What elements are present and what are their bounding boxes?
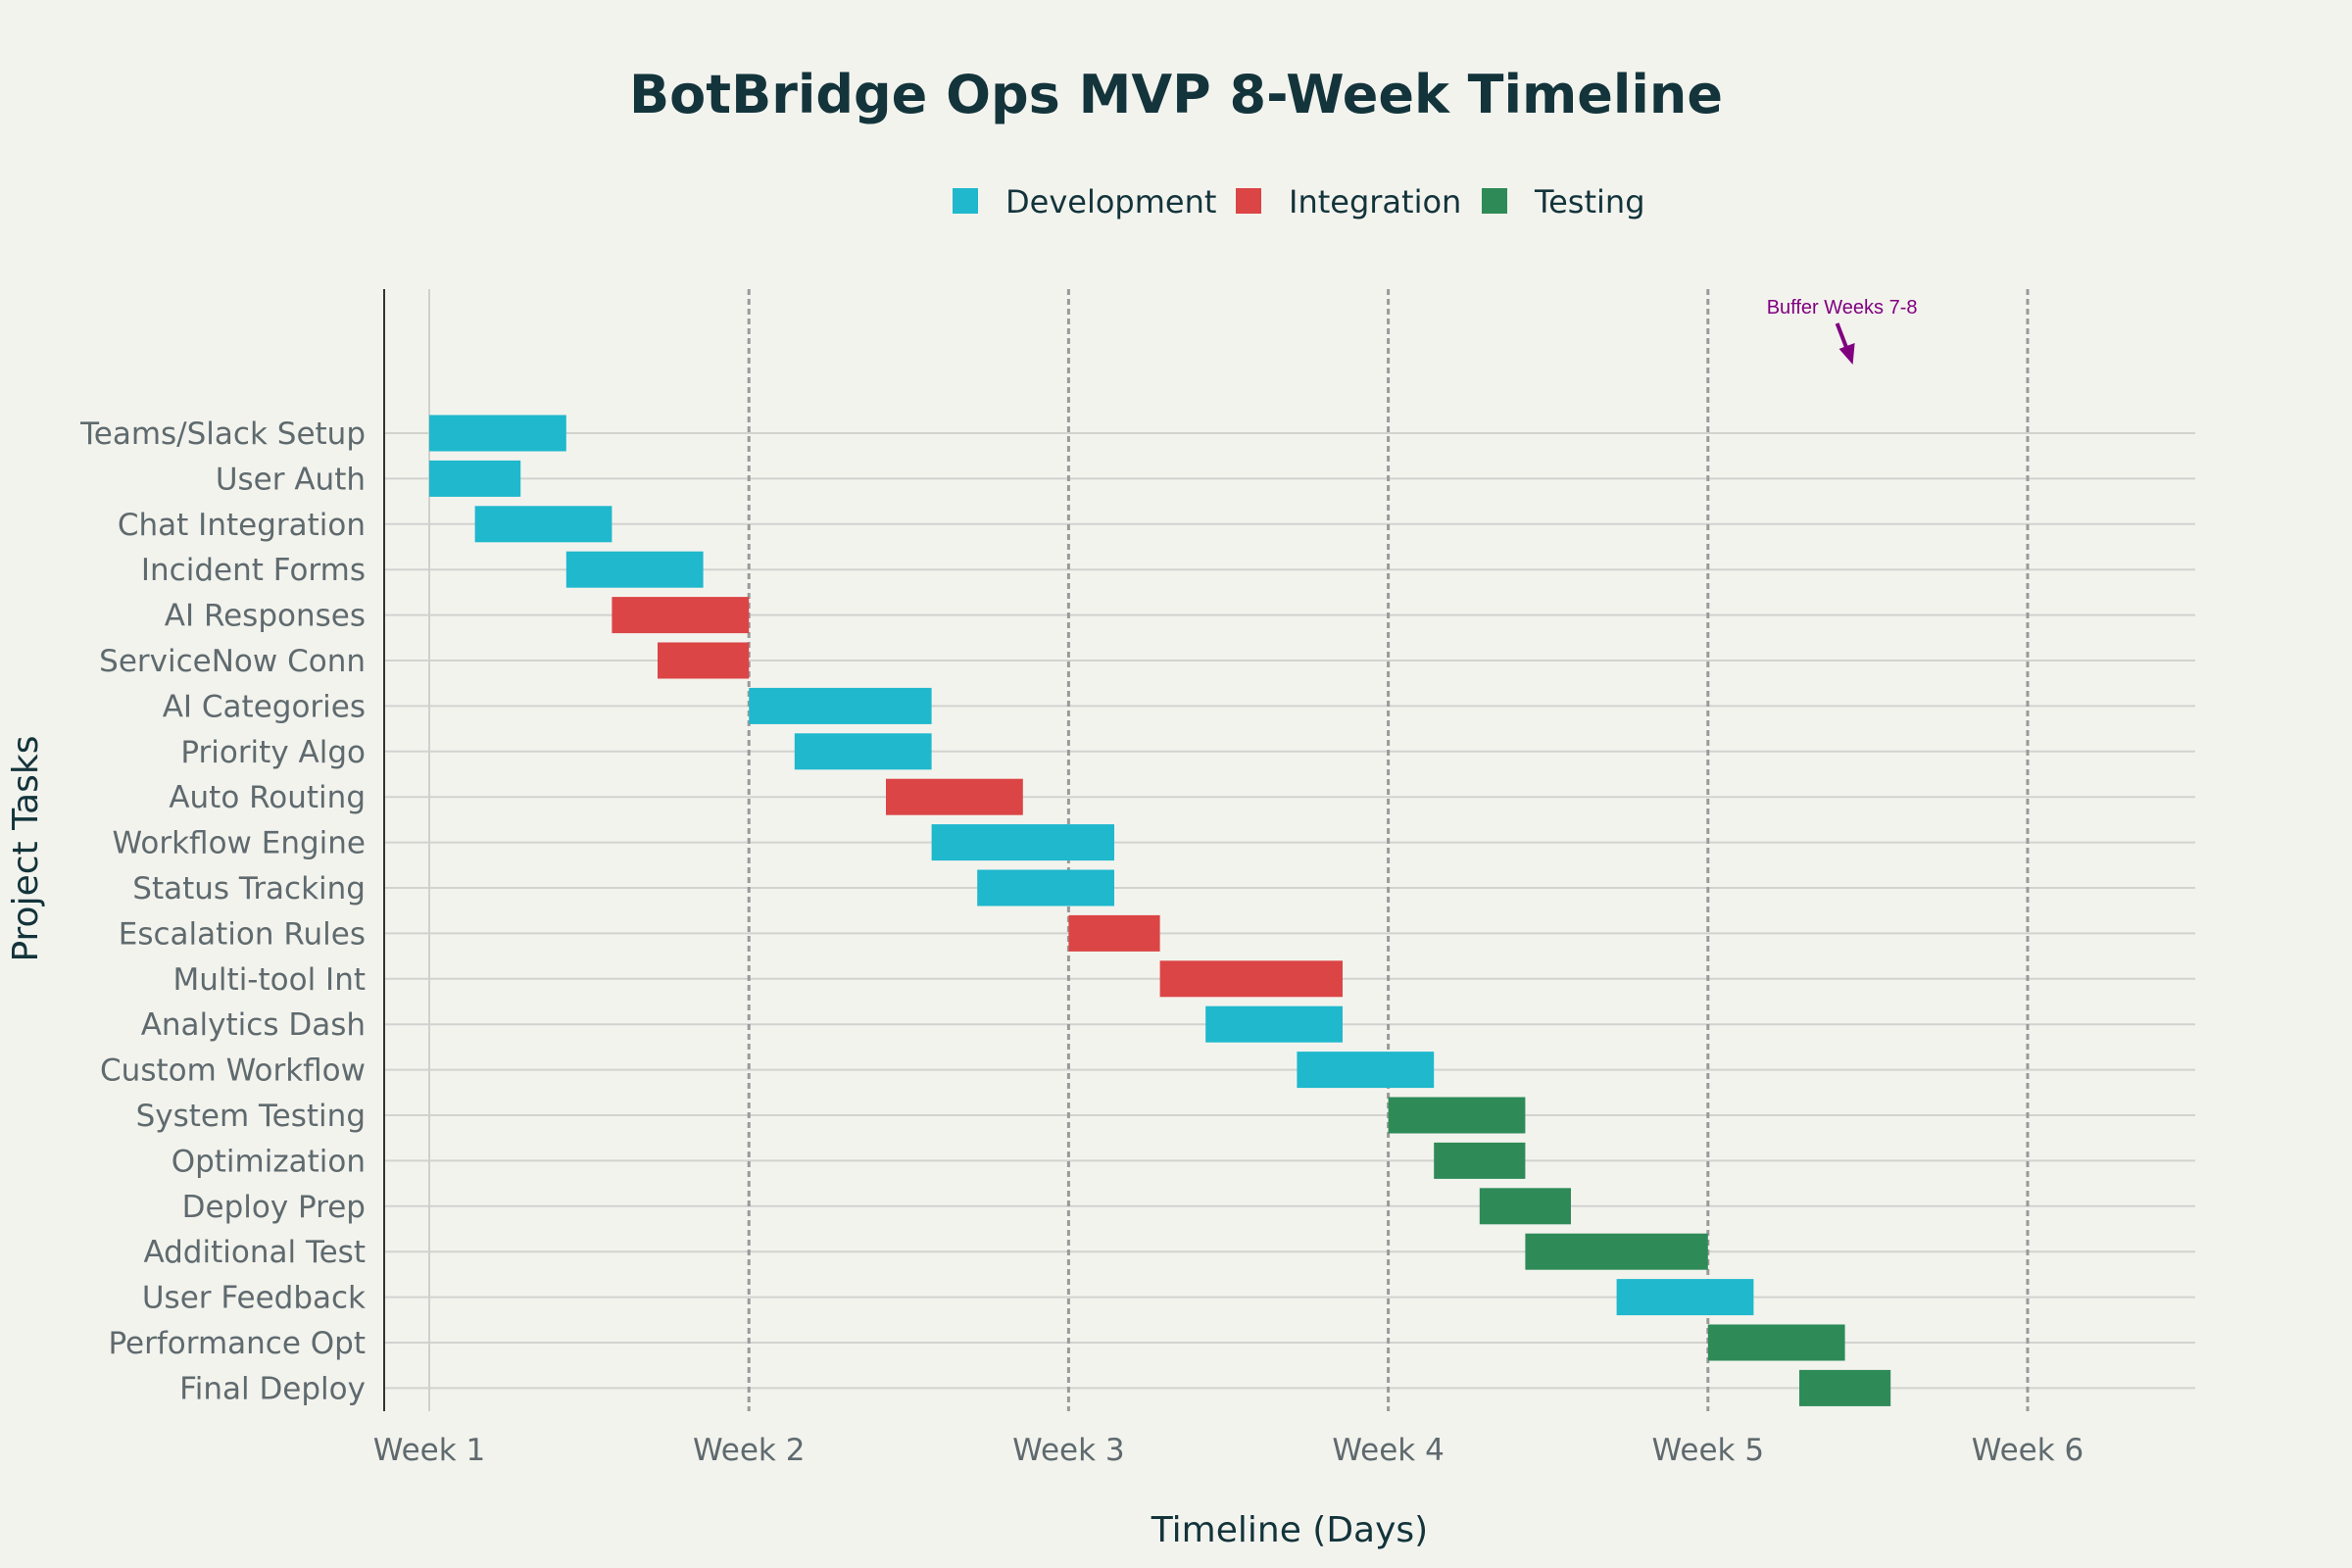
task-bar: [977, 869, 1114, 906]
task-bar: [612, 597, 750, 634]
task-bar: [1159, 960, 1343, 998]
y-tick-label: System Testing: [136, 1099, 366, 1134]
x-tick-label: Week 6: [1972, 1433, 2084, 1468]
task-bar: [1525, 1233, 1708, 1270]
annotation-arrow: [1835, 322, 1849, 350]
task-bar: [474, 506, 612, 543]
task-bar: [794, 733, 932, 770]
task-bar: [886, 778, 1023, 815]
legend-label[interactable]: Integration: [1289, 183, 1461, 220]
y-tick-label: Analytics Dash: [141, 1007, 366, 1043]
task-bar: [931, 824, 1114, 861]
x-tick-label: Week 2: [693, 1433, 806, 1468]
task-bar: [1479, 1188, 1571, 1225]
y-tick-label: Additional Test: [143, 1235, 366, 1270]
y-tick-label: Teams/Slack Setup: [79, 416, 366, 452]
legend-swatch[interactable]: [1236, 188, 1261, 214]
task-bar: [1068, 914, 1160, 952]
legend-label[interactable]: Development: [1005, 183, 1216, 220]
y-tick-label: Multi-tool Int: [173, 962, 366, 998]
y-tick-label: Custom Workflow: [100, 1054, 366, 1089]
x-tick-label: Week 3: [1012, 1433, 1125, 1468]
y-tick-label: ServiceNow Conn: [99, 644, 366, 679]
y-tick-label: Incident Forms: [141, 553, 366, 588]
task-bar: [658, 642, 750, 679]
task-bar: [1616, 1279, 1754, 1316]
task-bar: [1707, 1324, 1845, 1361]
y-tick-label: Auto Routing: [169, 780, 366, 815]
chart-title: BotBridge Ops MVP 8-Week Timeline: [629, 64, 1723, 125]
y-tick-label: Escalation Rules: [119, 916, 366, 952]
task-bar: [1799, 1369, 1891, 1406]
axis-layer: Teams/Slack Setup User Auth Chat Integrati…: [79, 289, 2083, 1468]
y-tick-label: User Auth: [216, 462, 366, 497]
x-tick-label: Week 1: [373, 1433, 486, 1468]
legend: Development Integration Testing: [953, 183, 1645, 220]
y-tick-label: Optimization: [172, 1144, 366, 1179]
y-tick-label: Final Deploy: [179, 1371, 366, 1406]
y-tick-label: Status Tracking: [132, 871, 366, 906]
task-bar: [1388, 1097, 1526, 1134]
annotation-arrowhead: [1838, 343, 1855, 365]
annotation-text: Buffer Weeks 7-8: [1767, 297, 1918, 318]
y-tick-label: Workflow Engine: [113, 826, 366, 861]
y-tick-label: Performance Opt: [108, 1326, 366, 1361]
x-axis-title: Timeline (Days): [1151, 1510, 1428, 1550]
y-tick-label: AI Responses: [165, 599, 366, 634]
y-tick-label: Chat Integration: [118, 508, 366, 543]
task-bar: [565, 551, 704, 588]
legend-swatch[interactable]: [1482, 188, 1507, 214]
x-tick-label: Week 4: [1332, 1433, 1445, 1468]
legend-swatch[interactable]: [953, 188, 978, 214]
y-tick-label: Priority Algo: [180, 735, 366, 770]
y-tick-label: AI Categories: [163, 689, 366, 724]
task-bar: [429, 460, 521, 497]
x-tick-label: Week 5: [1652, 1433, 1765, 1468]
bar-layer: [429, 415, 1891, 1406]
annotation-layer: Buffer Weeks 7-8: [1767, 297, 1918, 365]
y-axis-title: Project Tasks: [6, 735, 46, 961]
legend-label[interactable]: Testing: [1534, 183, 1645, 220]
task-bar: [749, 687, 932, 724]
task-bar: [1297, 1052, 1435, 1089]
task-bar: [1205, 1005, 1343, 1043]
y-tick-label: Deploy Prep: [182, 1190, 366, 1225]
task-bar: [1434, 1142, 1526, 1179]
y-tick-label: User Feedback: [142, 1281, 366, 1316]
task-bar: [429, 415, 566, 452]
grid-layer: [384, 289, 2195, 1411]
